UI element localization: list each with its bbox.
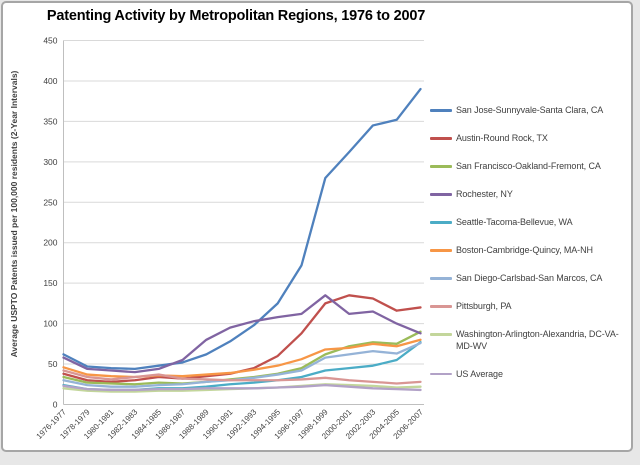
legend-line-swatch bbox=[430, 165, 452, 168]
legend-label: Pittsburgh, PA bbox=[456, 301, 512, 312]
series-line-7 bbox=[62, 369, 422, 385]
legend-line-swatch bbox=[430, 221, 452, 224]
legend-label: Boston-Cambridge-Quincy, MA-NH bbox=[456, 245, 593, 256]
y-tick-label: 250 bbox=[43, 197, 57, 207]
legend-label: San Jose-Sunnyvale-Santa Clara, CA bbox=[456, 105, 604, 115]
legend-line-swatch bbox=[430, 277, 452, 280]
legend-line-swatch bbox=[430, 109, 452, 112]
y-tick-label: 450 bbox=[43, 36, 57, 46]
legend-item: San Francisco-Oakland-Fremont, CA bbox=[430, 161, 628, 173]
legend-item: San Diego-Carlsbad-San Marcos, CA bbox=[430, 273, 628, 285]
y-tick-label: 100 bbox=[43, 319, 57, 329]
legend-item: San Jose-Sunnyvale-Santa Clara, CA bbox=[430, 105, 628, 117]
y-tick-label: 200 bbox=[43, 238, 57, 248]
legend-item: Pittsburgh, PA bbox=[430, 301, 628, 313]
legend-line-swatch bbox=[430, 305, 452, 308]
series-line-3 bbox=[62, 294, 422, 374]
legend-item: Boston-Cambridge-Quincy, MA-NH bbox=[430, 245, 628, 257]
legend-line-swatch bbox=[430, 372, 452, 376]
y-tick-label: 0 bbox=[53, 400, 58, 410]
legend-label: Rochester, NY bbox=[456, 189, 513, 200]
legend-item: Rochester, NY bbox=[430, 189, 628, 201]
y-tick-label: 50 bbox=[48, 359, 58, 369]
legend: San Jose-Sunnyvale-Santa Clara, CA Austin… bbox=[430, 105, 628, 397]
legend-label: US Average bbox=[456, 368, 503, 379]
legend-label: Washington-Arlington-Alexandria, DC-VA-M… bbox=[456, 329, 619, 351]
legend-line-swatch bbox=[430, 333, 452, 336]
chart-title: Patenting Activity by Metropolitan Regio… bbox=[46, 8, 426, 24]
legend-item: US Average bbox=[430, 369, 628, 381]
series-line-6 bbox=[62, 341, 422, 388]
legend-item: Seattle-Tacoma-Bellevue, WA bbox=[430, 217, 628, 229]
legend-label: San Francisco-Oakland-Fremont, CA bbox=[456, 161, 601, 172]
y-tick-label: 400 bbox=[43, 76, 57, 86]
y-tick-label: 150 bbox=[43, 278, 57, 288]
legend-line-swatch bbox=[430, 137, 452, 140]
series-line-5 bbox=[62, 338, 422, 379]
legend-label: San Diego-Carlsbad-San Marcos, CA bbox=[456, 273, 603, 284]
x-axis-ticks: 1976-19771978-19791980-19811982-19831984… bbox=[34, 407, 425, 441]
y-tick-label: 300 bbox=[43, 157, 57, 167]
series-lines bbox=[62, 87, 422, 393]
legend-label: Seattle-Tacoma-Bellevue, WA bbox=[456, 217, 573, 228]
series-line-9 bbox=[62, 383, 422, 392]
legend-item: Austin-Round Rock, TX bbox=[430, 133, 628, 145]
series-line-0 bbox=[62, 87, 422, 371]
gridlines bbox=[63, 40, 424, 405]
legend-line-swatch bbox=[430, 249, 452, 252]
legend-line-swatch bbox=[430, 193, 452, 196]
y-axis-ticks: 0 50 100 150 200 250 300 350 400 450 bbox=[43, 36, 57, 410]
legend-item: Washington-Arlington-Alexandria, DC-VA-M… bbox=[430, 329, 628, 352]
legend-label: Austin-Round Rock, TX bbox=[456, 133, 548, 144]
y-tick-label: 350 bbox=[43, 116, 57, 126]
